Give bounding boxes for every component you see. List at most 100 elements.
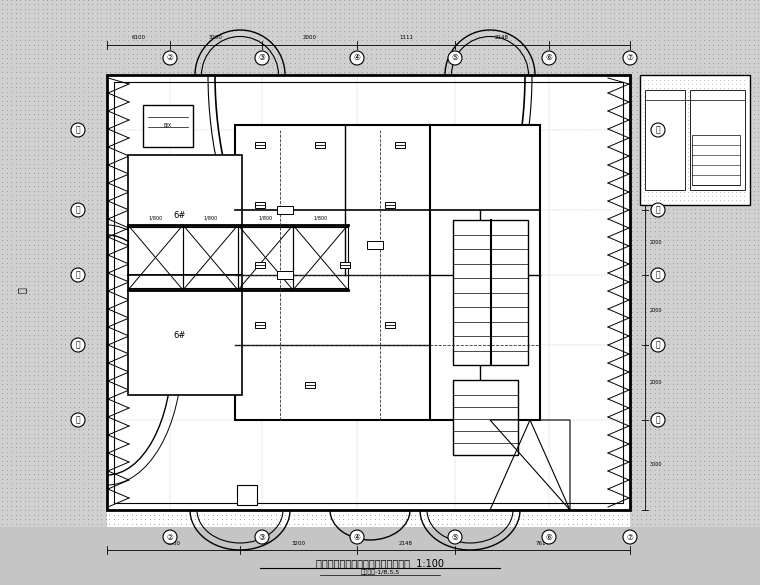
Text: Ⓒ: Ⓒ (76, 126, 81, 135)
Text: ⑦: ⑦ (626, 53, 633, 63)
Text: Ⓐ: Ⓐ (656, 415, 660, 425)
Bar (237, 485, 257, 505)
Bar (305, 382, 315, 388)
Circle shape (623, 530, 637, 544)
Text: 1/800: 1/800 (148, 215, 163, 220)
Text: 2000: 2000 (650, 240, 663, 245)
Bar (128, 155, 242, 275)
Bar (385, 322, 395, 328)
Bar (690, 90, 745, 190)
Text: 1000: 1000 (650, 167, 663, 173)
Bar (293, 225, 348, 290)
Text: 2000: 2000 (650, 380, 663, 385)
Bar (630, 75, 760, 527)
Text: 6#: 6# (174, 211, 186, 219)
Text: ②: ② (166, 53, 173, 63)
Circle shape (623, 51, 637, 65)
Text: 2148: 2148 (399, 541, 413, 546)
Text: Ⓓ: Ⓓ (76, 205, 81, 215)
Bar (315, 142, 325, 148)
Bar (645, 90, 685, 190)
Circle shape (651, 413, 665, 427)
Text: 2000: 2000 (650, 308, 663, 312)
Text: 水: 水 (17, 287, 27, 293)
Text: ⑦: ⑦ (626, 532, 633, 542)
Circle shape (542, 530, 556, 544)
Circle shape (448, 530, 462, 544)
Text: ⑤: ⑤ (451, 532, 458, 542)
Text: Ⓔ: Ⓔ (76, 270, 81, 280)
Text: ④: ④ (353, 53, 360, 63)
Circle shape (71, 123, 85, 137)
Text: 1/800: 1/800 (313, 215, 328, 220)
Text: 7614: 7614 (536, 541, 549, 546)
Text: 3200: 3200 (209, 35, 223, 40)
Circle shape (448, 51, 462, 65)
Bar (453, 220, 528, 365)
Bar (340, 262, 350, 268)
Bar (0, 0, 760, 75)
Bar (640, 75, 750, 205)
Text: Ⓐ: Ⓐ (76, 415, 81, 425)
Bar (183, 225, 238, 290)
Text: ④: ④ (353, 532, 360, 542)
Bar (114, 82, 623, 503)
Text: ⑤: ⑤ (451, 53, 458, 63)
Text: 一层消防应急照明和疏散指示平面图  1:100: 一层消防应急照明和疏散指示平面图 1:100 (316, 558, 444, 568)
Bar (128, 225, 183, 290)
Text: 6100: 6100 (166, 541, 181, 546)
Bar (0, 75, 107, 527)
Circle shape (651, 203, 665, 217)
Text: 1/800: 1/800 (204, 215, 217, 220)
Bar (255, 262, 265, 268)
Circle shape (350, 51, 364, 65)
Bar (238, 225, 293, 290)
Circle shape (71, 338, 85, 352)
Bar (143, 105, 193, 147)
Bar (395, 142, 405, 148)
Bar (453, 380, 518, 455)
Text: 1111: 1111 (399, 35, 413, 40)
Bar (0, 527, 760, 585)
Bar (255, 322, 265, 328)
Circle shape (255, 530, 269, 544)
Circle shape (163, 530, 177, 544)
Text: 6#: 6# (174, 331, 186, 339)
Circle shape (651, 268, 665, 282)
Text: 6100: 6100 (131, 35, 145, 40)
Circle shape (71, 203, 85, 217)
Text: 2000: 2000 (302, 35, 316, 40)
Text: Ⓓ: Ⓓ (656, 205, 660, 215)
Bar (277, 271, 293, 279)
Text: ⓥ: ⓥ (76, 340, 81, 349)
Circle shape (71, 413, 85, 427)
Text: BJX: BJX (164, 123, 172, 129)
Bar (367, 241, 383, 249)
Bar (107, 75, 630, 510)
Text: 2148: 2148 (495, 35, 509, 40)
Bar (255, 202, 265, 208)
Bar (128, 275, 242, 395)
Circle shape (71, 268, 85, 282)
Text: 3000: 3000 (650, 463, 663, 467)
Bar (255, 142, 265, 148)
Circle shape (350, 530, 364, 544)
Text: 2000: 2000 (650, 100, 663, 105)
Circle shape (651, 338, 665, 352)
Bar (277, 206, 293, 214)
Text: 3200: 3200 (292, 541, 306, 546)
Bar (692, 135, 740, 185)
Text: ②: ② (166, 532, 173, 542)
Text: Ⓒ: Ⓒ (656, 126, 660, 135)
Text: ⑥: ⑥ (546, 532, 553, 542)
Bar (0, 75, 107, 527)
Text: Ⓔ: Ⓔ (656, 270, 660, 280)
Bar (385, 202, 395, 208)
Text: ⓥ: ⓥ (656, 340, 660, 349)
Circle shape (163, 51, 177, 65)
Text: ③: ③ (258, 53, 265, 63)
Text: ⑥: ⑥ (546, 53, 553, 63)
Text: ③: ③ (258, 532, 265, 542)
Bar (235, 125, 540, 420)
Text: 某某项目-1/B,5,5: 某某项目-1/B,5,5 (360, 569, 400, 575)
